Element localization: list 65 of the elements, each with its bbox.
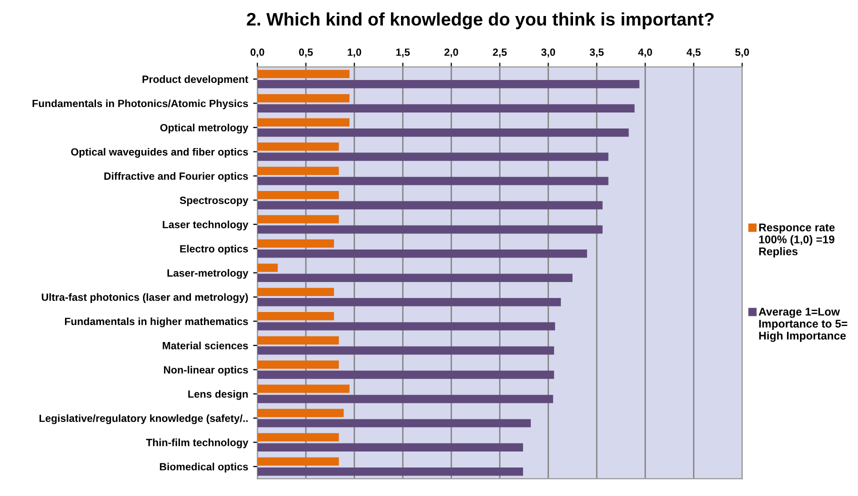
bar <box>257 239 334 248</box>
bar <box>257 264 278 272</box>
bar <box>257 433 339 442</box>
bar <box>257 336 339 344</box>
bar <box>257 142 339 151</box>
bar <box>257 312 334 320</box>
y-tick-label: Ultra-fast photonics (laser and metrology) <box>42 293 248 303</box>
y-tick-label: Thin-film technology <box>146 438 248 448</box>
legend-label: Responce rate 100% (1,0) =19 Replies <box>759 224 835 258</box>
y-tick-label: Biomedical optics <box>160 462 248 472</box>
y-tick-label: Electro optics <box>180 244 248 255</box>
x-tick-label: 2,0 <box>444 48 458 58</box>
bar <box>257 190 339 200</box>
y-tick-label: Laser-metrology <box>167 269 248 279</box>
y-tick-label: Non-linear optics <box>164 366 248 376</box>
y-tick-label: Lens design <box>188 390 248 400</box>
bar <box>257 128 629 137</box>
bar <box>257 118 350 127</box>
bar <box>257 176 608 186</box>
bar <box>257 80 640 88</box>
bar <box>257 443 524 452</box>
x-tick-label: 4,5 <box>686 48 701 58</box>
chart-title: 2. Which kind of knowledge do you think is important? <box>246 12 714 30</box>
x-tick-label: 4,0 <box>638 48 652 58</box>
y-tick-label: Optical metrology <box>160 124 248 134</box>
y-tick-label: Fundamentals in Photonics/Atomic Physics <box>32 100 248 110</box>
x-tick-label: 3,5 <box>590 48 604 58</box>
bar <box>257 288 334 296</box>
bar <box>257 370 554 379</box>
x-tick-label: 0,0 <box>250 48 264 58</box>
y-tick-label: Spectroscopy <box>180 196 248 206</box>
bar <box>257 94 350 102</box>
bar <box>257 322 556 330</box>
x-tick-label: 0,5 <box>299 48 313 58</box>
bar <box>257 394 554 404</box>
y-tick-label: Legislative/regulatory knowledge (safety/.. <box>40 414 248 424</box>
bar <box>257 346 554 355</box>
y-tick-label: Fundamentals in higher mathematics <box>65 317 248 328</box>
bar <box>257 152 608 161</box>
bar <box>257 274 572 282</box>
bar <box>257 250 588 258</box>
bar <box>257 104 635 112</box>
bar <box>257 457 339 466</box>
bar <box>257 384 350 393</box>
bar <box>257 468 524 476</box>
bar <box>257 360 339 369</box>
bar <box>257 225 603 234</box>
x-tick-label: 1,0 <box>348 48 362 58</box>
bar <box>257 419 531 428</box>
x-tick-label: 2,5 <box>492 48 507 58</box>
y-tick-label: Optical waveguides and fiber optics <box>71 148 248 158</box>
bar <box>257 408 344 418</box>
bar <box>257 298 561 306</box>
y-tick-label: Product development <box>142 75 248 86</box>
bar <box>257 166 339 175</box>
legend-label: Average 1=Low Importance to 5= High Importance <box>758 308 848 342</box>
y-tick-label: Material sciences <box>162 342 248 350</box>
x-tick-label: 5,0 <box>735 48 749 58</box>
x-tick-label: 1,5 <box>396 48 410 58</box>
bar <box>257 201 603 210</box>
bar <box>257 215 339 224</box>
y-tick-label: Diffractive and Fourier optics <box>104 172 248 182</box>
y-tick-label: Laser technology <box>162 220 248 230</box>
x-tick-label: 3,0 <box>541 48 556 58</box>
bar <box>257 70 350 78</box>
